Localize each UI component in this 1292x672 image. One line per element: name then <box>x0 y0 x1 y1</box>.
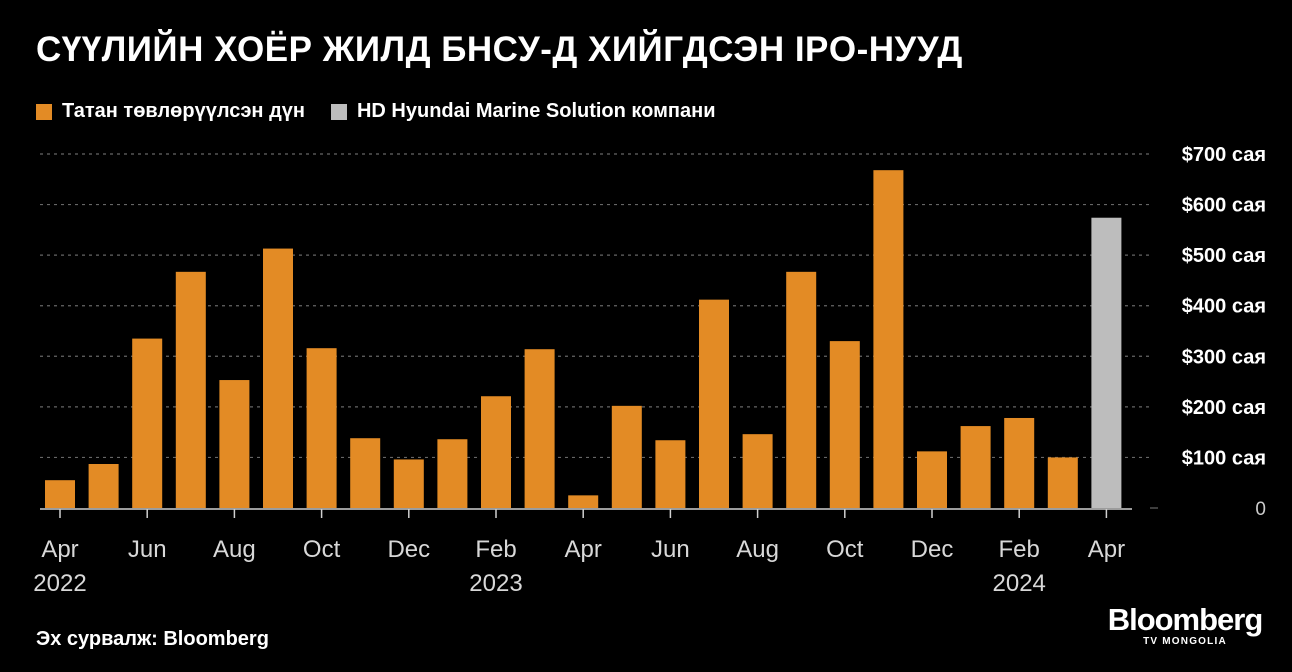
bar <box>829 341 860 508</box>
x-tick-label: Apr <box>1088 536 1125 563</box>
bar <box>786 271 817 508</box>
x-year-label: 2023 <box>469 570 522 597</box>
bar <box>611 405 642 508</box>
legend-item-raised-amount: Татан төвлөрүүлсэн дүн <box>36 100 305 123</box>
x-tick-label: Feb <box>999 536 1040 563</box>
y-tick-label: $500 сая <box>1182 245 1266 267</box>
bar <box>132 338 163 508</box>
logo-subtitle: TV MONGOLIA <box>1143 636 1227 647</box>
x-tick-label: Aug <box>736 536 779 563</box>
bar <box>699 299 729 508</box>
x-year-label: 2024 <box>993 570 1046 597</box>
bar <box>350 438 381 508</box>
bar <box>88 464 119 508</box>
logo-wordmark: Bloomberg <box>1107 602 1264 637</box>
x-tick-label: Dec <box>387 536 430 563</box>
bar <box>524 349 555 508</box>
bar <box>175 271 206 508</box>
bar <box>306 348 337 508</box>
bloomberg-logo: Bloomberg TV MONGOLIA <box>1100 604 1270 648</box>
x-tick-label: Oct <box>303 536 341 563</box>
bar <box>873 170 904 508</box>
bar <box>568 495 599 508</box>
bar <box>219 380 250 508</box>
bar <box>1004 417 1035 508</box>
bar <box>437 439 468 508</box>
x-tick-label: Apr <box>41 536 78 563</box>
y-tick-label: $400 сая <box>1182 296 1266 318</box>
y-tick-label: $300 сая <box>1182 346 1266 368</box>
x-tick-label: Jun <box>651 536 690 563</box>
bar <box>960 426 991 508</box>
bar <box>1091 217 1122 508</box>
x-tick-label: Apr <box>565 536 602 563</box>
bar <box>917 451 947 508</box>
legend-label-hd-hyundai: HD Hyundai Marine Solution компани <box>356 100 716 122</box>
x-tick-label: Jun <box>128 536 167 563</box>
y-tick-label: $200 сая <box>1182 397 1266 419</box>
x-tick-label: Dec <box>911 536 954 563</box>
bar <box>742 434 773 508</box>
y-tick-label: 0 <box>1255 499 1266 520</box>
legend: Татан төвлөрүүлсэн дүн HD Hyundai Marine… <box>36 100 742 123</box>
source-note: Эх сурвалж: Bloomberg <box>36 628 269 650</box>
chart-title: СҮҮЛИЙН ХОЁР ЖИЛД БНСУ-Д ХИЙГДСЭН IPO-НУ… <box>36 30 963 69</box>
bar <box>45 480 75 508</box>
bar <box>263 248 293 508</box>
bar <box>1047 457 1078 508</box>
x-tick-label: Aug <box>213 536 256 563</box>
bar <box>393 459 424 508</box>
legend-swatch-gray <box>330 103 347 120</box>
x-year-label: 2022 <box>33 570 86 597</box>
legend-item-hd-hyundai: HD Hyundai Marine Solution компани <box>330 100 716 123</box>
y-tick-label: $600 сая <box>1182 195 1266 217</box>
x-tick-label: Oct <box>826 536 864 563</box>
legend-label-raised-amount: Татан төвлөрүүлсэн дүн <box>62 100 305 122</box>
legend-swatch-orange <box>36 103 52 120</box>
bar <box>655 440 686 508</box>
bar <box>481 396 511 508</box>
y-tick-label: $700 сая <box>1182 144 1266 166</box>
x-tick-label: Feb <box>475 536 516 563</box>
y-tick-label: $100 сая <box>1182 447 1266 469</box>
